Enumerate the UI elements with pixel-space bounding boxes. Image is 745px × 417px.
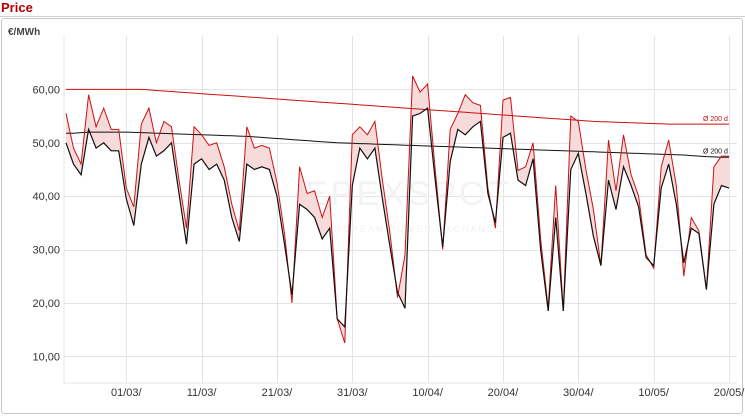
x-tick-label: 30/04/ bbox=[563, 387, 595, 399]
x-tick-label: 21/03/ bbox=[262, 387, 294, 399]
x-tick-label: 10/04/ bbox=[412, 387, 444, 399]
chart-frame bbox=[1, 18, 743, 414]
series-line-peak bbox=[65, 75, 729, 344]
watermark-subtext: EUROPEAN POWER EXCHANGE bbox=[318, 224, 504, 234]
title-divider bbox=[0, 16, 745, 17]
series-line-avg-base bbox=[66, 131, 729, 158]
y-axis-unit-label: €/MWh bbox=[8, 27, 40, 38]
x-tick-label: 10/05/ bbox=[638, 387, 670, 399]
y-tick-label: 50,00 bbox=[32, 138, 60, 150]
y-tick-label: 60,00 bbox=[32, 84, 60, 96]
avg-label-peak: Ø 200 d bbox=[703, 116, 728, 123]
y-tick-label: 20,00 bbox=[32, 298, 60, 310]
series-line-base bbox=[65, 107, 730, 329]
y-tick-label: 40,00 bbox=[32, 191, 60, 203]
y-tick-label: 30,00 bbox=[32, 245, 60, 257]
series-line-avg-peak bbox=[66, 88, 729, 125]
x-tick-label: 01/03/ bbox=[111, 387, 143, 399]
series-lines bbox=[65, 75, 730, 344]
y-tick-labels: 10,00 20,00 30,00 40,00 50,00 60,00 bbox=[32, 84, 60, 363]
x-tick-label: 11/03/ bbox=[187, 387, 218, 399]
x-tick-label: 20/04/ bbox=[488, 387, 520, 399]
y-tick-label: 10,00 bbox=[32, 351, 60, 363]
chart-title: Price bbox=[1, 0, 33, 15]
average-labels: Ø 200 d Ø 200 d bbox=[703, 116, 728, 156]
x-tick-label: 31/03/ bbox=[337, 387, 369, 399]
avg-label-base: Ø 200 d bbox=[703, 149, 728, 156]
x-tick-labels: 01/03/11/03/21/03/31/03/10/04/20/04/30/0… bbox=[111, 387, 745, 399]
x-tick-label: 20/05/ bbox=[714, 387, 745, 399]
